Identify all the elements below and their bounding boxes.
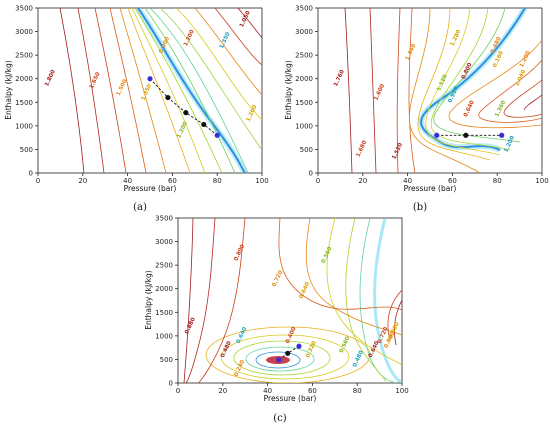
panel-label-c: (c): [273, 413, 287, 424]
panel-label-a: (a): [133, 202, 147, 213]
x-tick-label: 80: [493, 177, 502, 185]
y-tick-label: 500: [20, 146, 33, 154]
path-point: [214, 132, 220, 138]
y-tick-label: 2500: [155, 262, 173, 270]
x-tick-label: 40: [123, 177, 132, 185]
y-tick-label: 500: [160, 356, 173, 364]
contour-panel-a: 1.800 1.650 1.500 1.3501.2001.3501.0501.200…: [4, 5, 269, 214]
y-tick-label: 2000: [15, 75, 33, 83]
y-tick-label: 500: [300, 146, 313, 154]
x-tick-label: 60: [308, 387, 317, 395]
y-tick-label: 2000: [155, 285, 173, 293]
x-tick-label: 20: [218, 387, 227, 395]
plot-area-b: [317, 7, 543, 174]
x-tick-label: 100: [395, 387, 408, 395]
x-tick-label: 60: [168, 177, 177, 185]
y-tick-label: 3000: [155, 238, 173, 246]
optimization-path-b: [434, 132, 505, 138]
contour-panel-c: 0.8800.8000.7200.6400.5600.6400.4800.400…: [144, 215, 409, 425]
plot-area-a: [37, 7, 263, 174]
y-ticks-c: 0 500 1000 1500 2000 2500 3000 3500: [155, 215, 178, 388]
path-point: [165, 94, 171, 101]
y-tick-label: 1500: [295, 99, 313, 107]
contour-lines-c: [183, 218, 402, 383]
contour-lines-a: [59, 8, 262, 173]
y-axis-label-a: Enthalpy (kJ/kg): [4, 60, 13, 120]
x-tick-label: 0: [316, 177, 320, 185]
y-tick-label: 2500: [15, 52, 33, 60]
y-tick-label: 3000: [15, 28, 33, 36]
x-tick-label: 100: [255, 177, 268, 185]
x-axis-label-b: Pressure (bar): [404, 184, 457, 193]
x-axis-label-c: Pressure (bar): [264, 394, 317, 403]
x-tick-label: 60: [448, 177, 457, 185]
optimization-path-c: [276, 343, 302, 363]
y-axis-label-c: Enthalpy (kJ/kg): [144, 270, 153, 330]
path-point: [463, 132, 469, 138]
x-axis-label-a: Pressure (bar): [124, 184, 177, 193]
x-ticks-c: 0 20 40 60 80 100: [176, 383, 409, 395]
x-tick-label: 80: [213, 177, 222, 185]
y-tick-label: 1500: [155, 309, 173, 317]
path-point: [499, 132, 505, 138]
x-tick-label: 20: [78, 177, 87, 185]
y-tick-label: 3000: [295, 28, 313, 36]
plot-area-c: [177, 217, 403, 384]
x-tick-label: 100: [535, 177, 548, 185]
y-tick-label: 0: [29, 170, 33, 178]
y-tick-label: 1500: [15, 99, 33, 107]
y-tick-label: 3500: [15, 5, 33, 13]
path-point: [285, 350, 291, 356]
y-ticks-b: 0 500 1000 1500 2000 2500 3000 3500: [295, 5, 318, 178]
x-tick-label: 0: [36, 177, 40, 185]
y-tick-label: 0: [169, 380, 173, 388]
x-tick-label: 80: [353, 387, 362, 395]
x-ticks-b: 0 20 40 60 80 100: [316, 173, 549, 185]
y-tick-label: 0: [309, 170, 313, 178]
contour-panel-b: 1.7601.6001.4401.2801.1200.9600.8000.640…: [284, 5, 549, 214]
x-tick-label: 40: [263, 387, 272, 395]
y-tick-label: 2000: [295, 75, 313, 83]
optimization-path-a: [147, 76, 220, 138]
y-tick-label: 1000: [295, 122, 313, 130]
x-tick-label: 40: [403, 177, 412, 185]
path-point: [183, 110, 189, 116]
y-ticks-a: 0 500 1000 1500 2000 2500 3000 3500: [15, 5, 38, 178]
x-tick-label: 20: [358, 177, 367, 185]
x-ticks-a: 0 20 40 60 80 100: [36, 173, 269, 185]
panel-label-b: (b): [413, 202, 427, 213]
y-tick-label: 3500: [155, 215, 173, 223]
y-tick-label: 1000: [15, 122, 33, 130]
path-start-point: [296, 343, 302, 349]
path-point: [201, 121, 207, 128]
y-tick-label: 1000: [155, 332, 173, 340]
y-axis-label-b: Enthalpy (kJ/kg): [284, 60, 293, 120]
path-start-point: [147, 76, 153, 82]
path-start-point: [434, 132, 440, 138]
y-tick-label: 2500: [295, 52, 313, 60]
y-tick-label: 3500: [295, 5, 313, 13]
contour-lines-b: [344, 8, 542, 173]
x-tick-label: 0: [176, 387, 180, 395]
path-point: [276, 357, 282, 363]
